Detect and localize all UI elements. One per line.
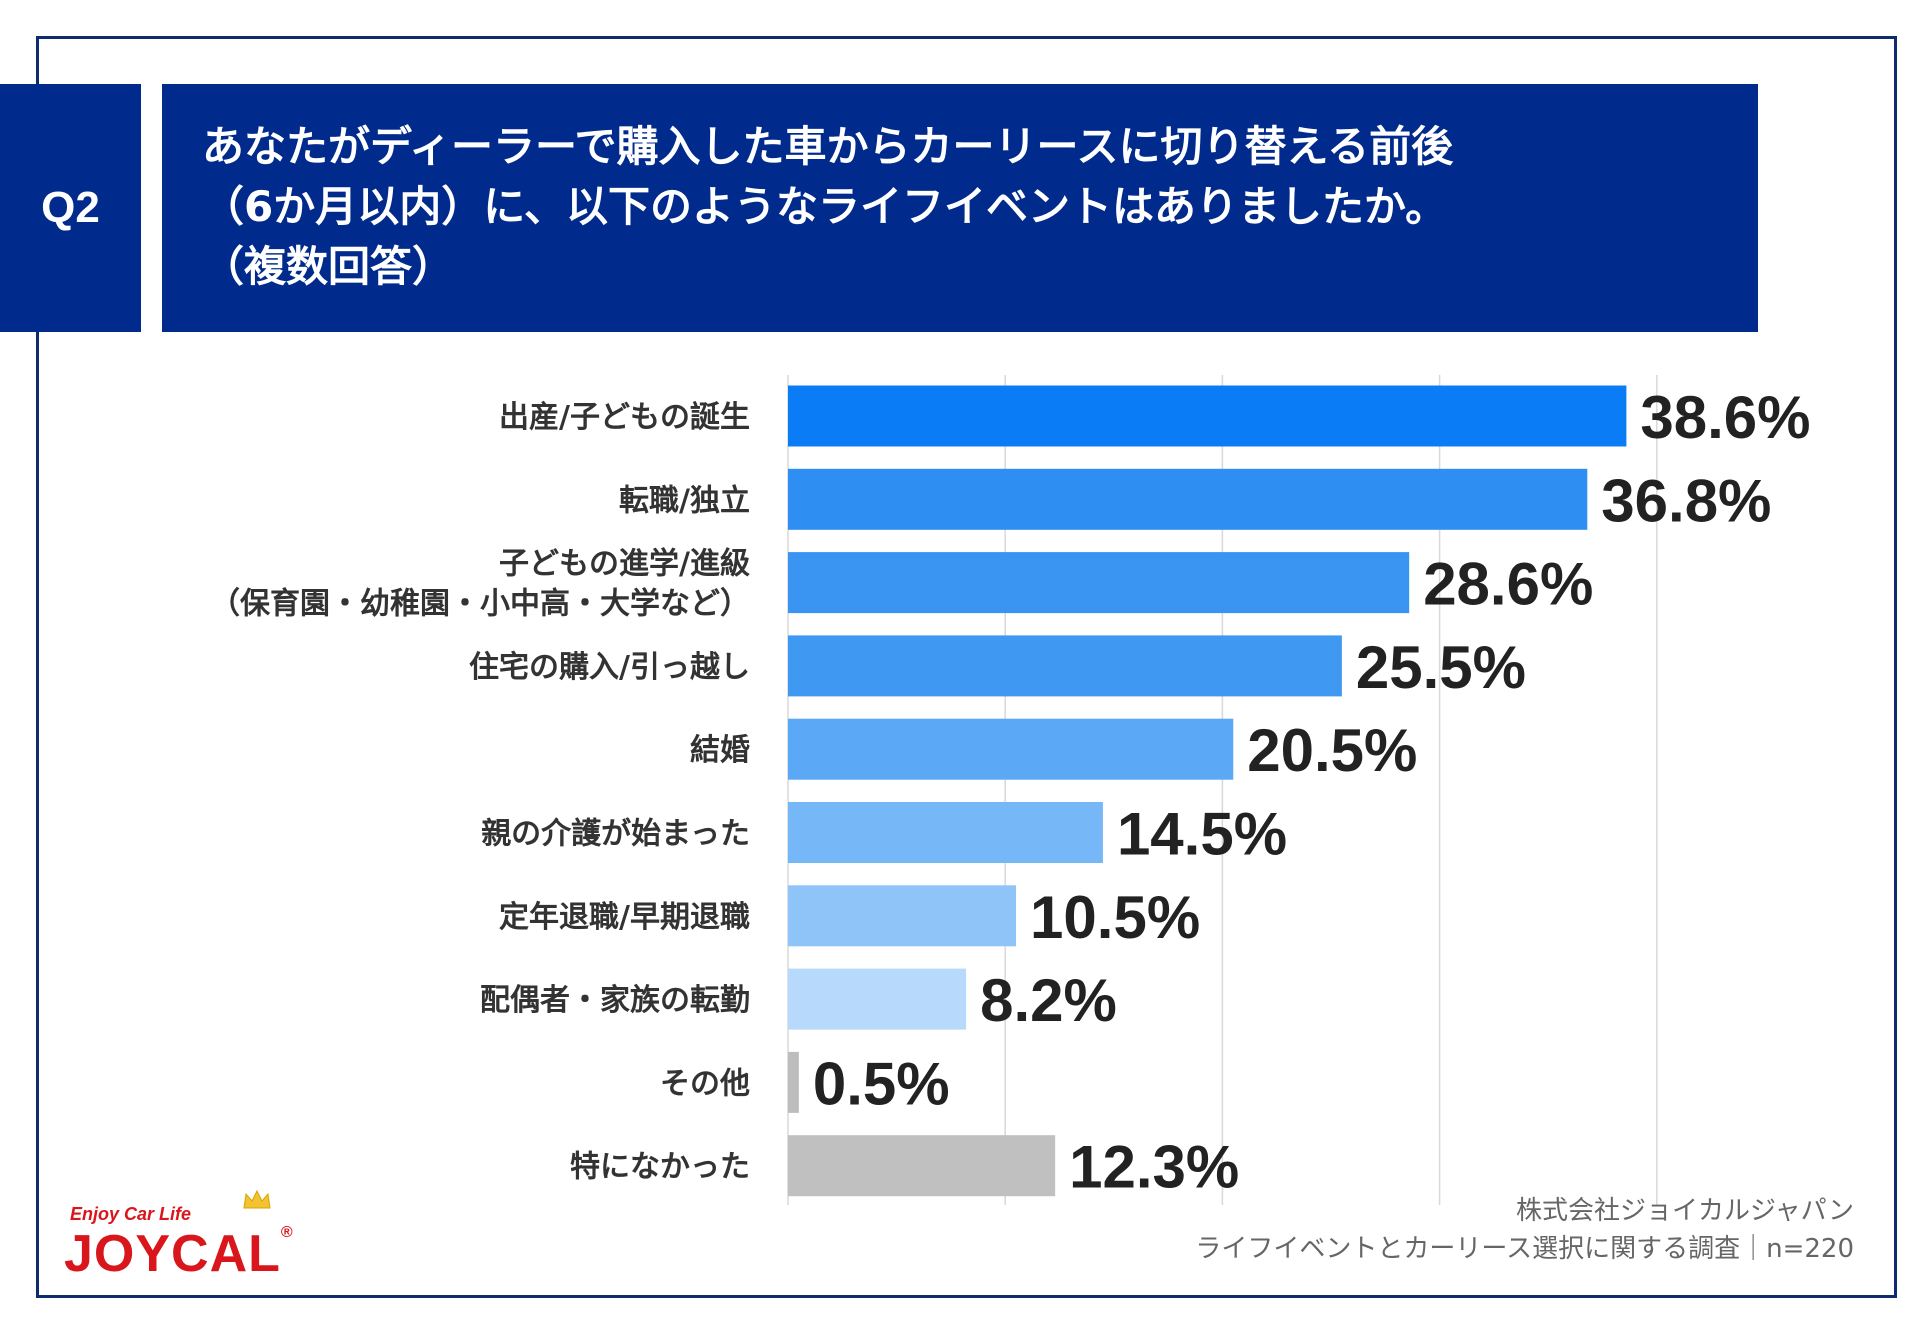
source-company: 株式会社ジョイカルジャパン xyxy=(1515,1196,1854,1226)
crown-icon xyxy=(243,1190,271,1209)
value-label-4: 20.5% xyxy=(1247,717,1417,784)
chart-frame xyxy=(36,36,1897,1298)
value-label-5: 14.5% xyxy=(1117,801,1287,868)
value-label-9: 12.3% xyxy=(1069,1134,1239,1201)
logo-wordmark: JOYCAL® xyxy=(64,1224,294,1284)
question-title-line-2: （6か月以内）に、以下のようなライフイベントはありましたか。 xyxy=(202,182,1448,231)
joycal-logo: Enjoy Car Life JOYCAL® xyxy=(64,1190,334,1283)
bar-0 xyxy=(788,385,1627,447)
category-label-5: 親の介護が始まった xyxy=(481,817,750,852)
bar-1 xyxy=(788,468,1588,530)
category-label-9: 特になかった xyxy=(570,1150,750,1185)
question-title: あなたがディーラーで購入した車からカーリースに切り替える前後 （6か月以内）に、… xyxy=(162,84,1758,332)
question-title-line-3: （複数回答） xyxy=(202,242,455,291)
category-label-1: 転職/独立 xyxy=(619,483,750,518)
bar-2 xyxy=(788,552,1410,614)
value-label-1: 36.8% xyxy=(1601,467,1771,534)
bar-4 xyxy=(788,718,1234,780)
bar-5 xyxy=(788,802,1103,863)
value-label-8: 0.5% xyxy=(813,1050,950,1117)
source-note: 株式会社ジョイカルジャパン ライフイベントとカーリース選択に関する調査｜n=22… xyxy=(1195,1192,1854,1268)
category-label-4: 結婚 xyxy=(690,733,750,768)
bar-3 xyxy=(788,635,1342,697)
category-label-7: 配偶者・家族の転勤 xyxy=(480,983,750,1018)
question-title-line-1: あなたがディーラーで購入した車からカーリースに切り替える前後 xyxy=(202,122,1454,171)
category-label-0: 出産/子どもの誕生 xyxy=(499,400,750,435)
logo-tagline: Enjoy Car Life xyxy=(70,1204,192,1224)
value-label-6: 10.5% xyxy=(1030,884,1200,951)
logo-wordmark-text: JOYCAL xyxy=(64,1225,281,1283)
value-label-3: 25.5% xyxy=(1356,634,1526,701)
value-label-0: 38.6% xyxy=(1640,384,1810,451)
category-label-2-line-1: （保育園・幼稚園・小中高・大学など） xyxy=(210,587,750,622)
registered-mark: ® xyxy=(280,1224,294,1241)
category-label-8: その他 xyxy=(660,1066,750,1101)
source-survey: ライフイベントとカーリース選択に関する調査｜n=220 xyxy=(1195,1234,1854,1264)
category-label-2-line-0: 子どもの進学/進級 xyxy=(499,547,750,582)
category-label-3: 住宅の購入/引っ越し xyxy=(469,650,750,685)
question-badge: Q2 xyxy=(0,84,141,332)
bar-9 xyxy=(788,1135,1056,1197)
value-label-2: 28.6% xyxy=(1423,551,1593,618)
bar-7 xyxy=(788,968,967,1030)
bar-6 xyxy=(788,885,1017,947)
value-label-7: 8.2% xyxy=(980,967,1117,1034)
bar-8 xyxy=(788,1051,799,1113)
category-label-6: 定年退職/早期退職 xyxy=(499,900,750,935)
